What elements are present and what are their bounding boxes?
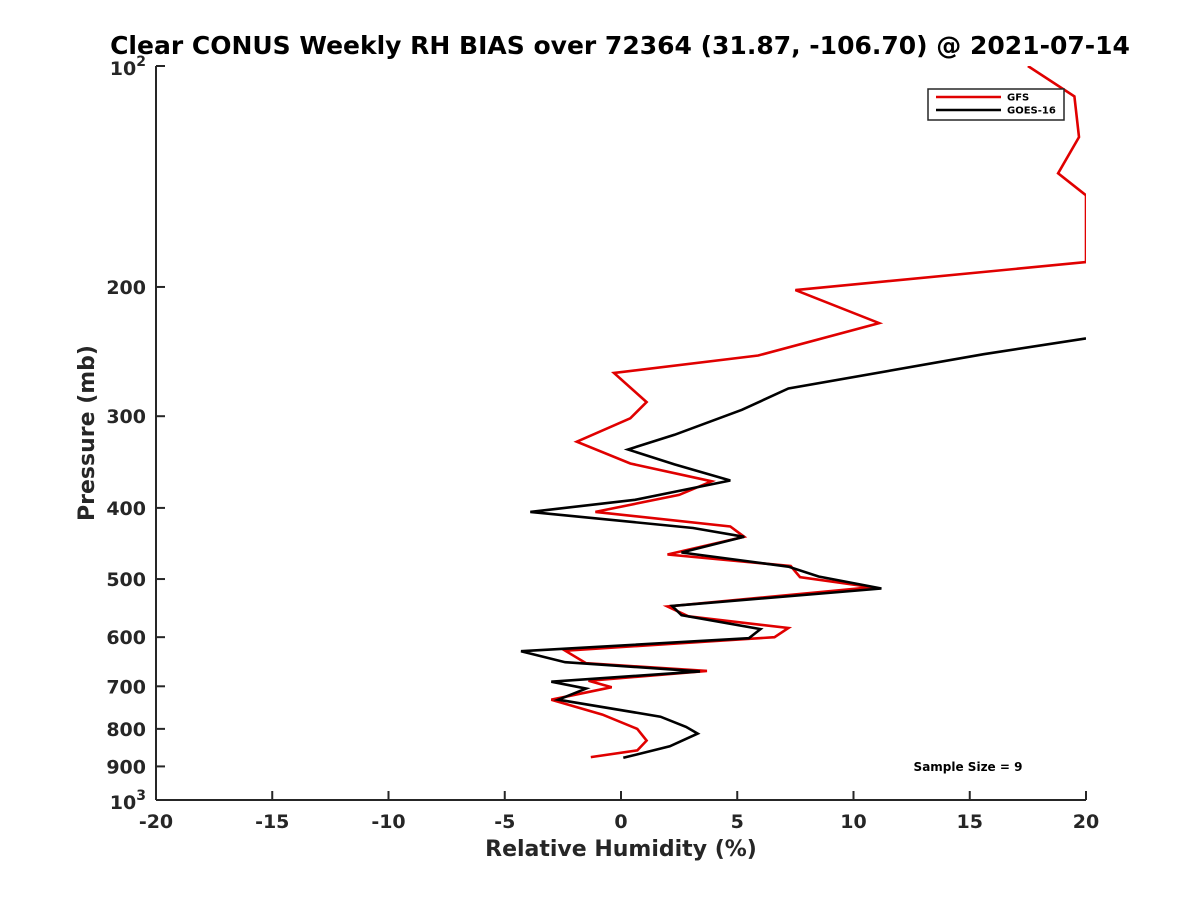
- legend-label-goes16: GOES-16: [1007, 106, 1056, 117]
- x-tick-label: -20: [139, 811, 173, 833]
- series-layer: [520, 66, 1086, 760]
- x-tick-label: 20: [1073, 811, 1099, 833]
- legend-label-gfs: GFS: [1007, 93, 1029, 104]
- sample-size-annotation: Sample Size = 9: [914, 760, 1023, 774]
- y-tick-exponent: 3: [136, 788, 146, 804]
- y-tick-base: 10: [110, 792, 136, 814]
- y-tick-exponent: 2: [136, 54, 146, 70]
- x-tick-label: -15: [255, 811, 289, 833]
- y-tick-label: 900: [106, 756, 146, 778]
- y-tick-label: 600: [106, 627, 146, 649]
- x-axis-label: Relative Humidity (%): [485, 837, 757, 862]
- x-tick-label: -5: [494, 811, 515, 833]
- x-tick-label: 5: [731, 811, 744, 833]
- y-tick-label: 300: [106, 406, 146, 428]
- legend-box: [927, 88, 1065, 121]
- series-line-goes16: [520, 337, 1086, 760]
- y-tick-label: 200: [106, 277, 146, 299]
- x-tick-label: 15: [957, 811, 983, 833]
- legend: GFS GOES-16: [927, 88, 1065, 121]
- y-tick-label-power: 103: [110, 788, 146, 814]
- y-axis-label: Pressure (mb): [75, 345, 100, 521]
- y-tick-label: 500: [106, 569, 146, 591]
- x-tick-label: 0: [614, 811, 627, 833]
- x-tick-label: 10: [840, 811, 866, 833]
- y-tick-label: 700: [106, 676, 146, 698]
- x-axis-ticks: -20 -15 -10 -5 0 5 10 15 20: [139, 791, 1099, 833]
- y-tick-label: 400: [106, 498, 146, 520]
- chart-title: Clear CONUS Weekly RH BIAS over 72364 (3…: [110, 31, 1130, 60]
- y-tick-base: 10: [110, 58, 136, 80]
- y-tick-label-power: 102: [110, 54, 146, 80]
- y-tick-label: 800: [106, 719, 146, 741]
- x-tick-label: -10: [371, 811, 405, 833]
